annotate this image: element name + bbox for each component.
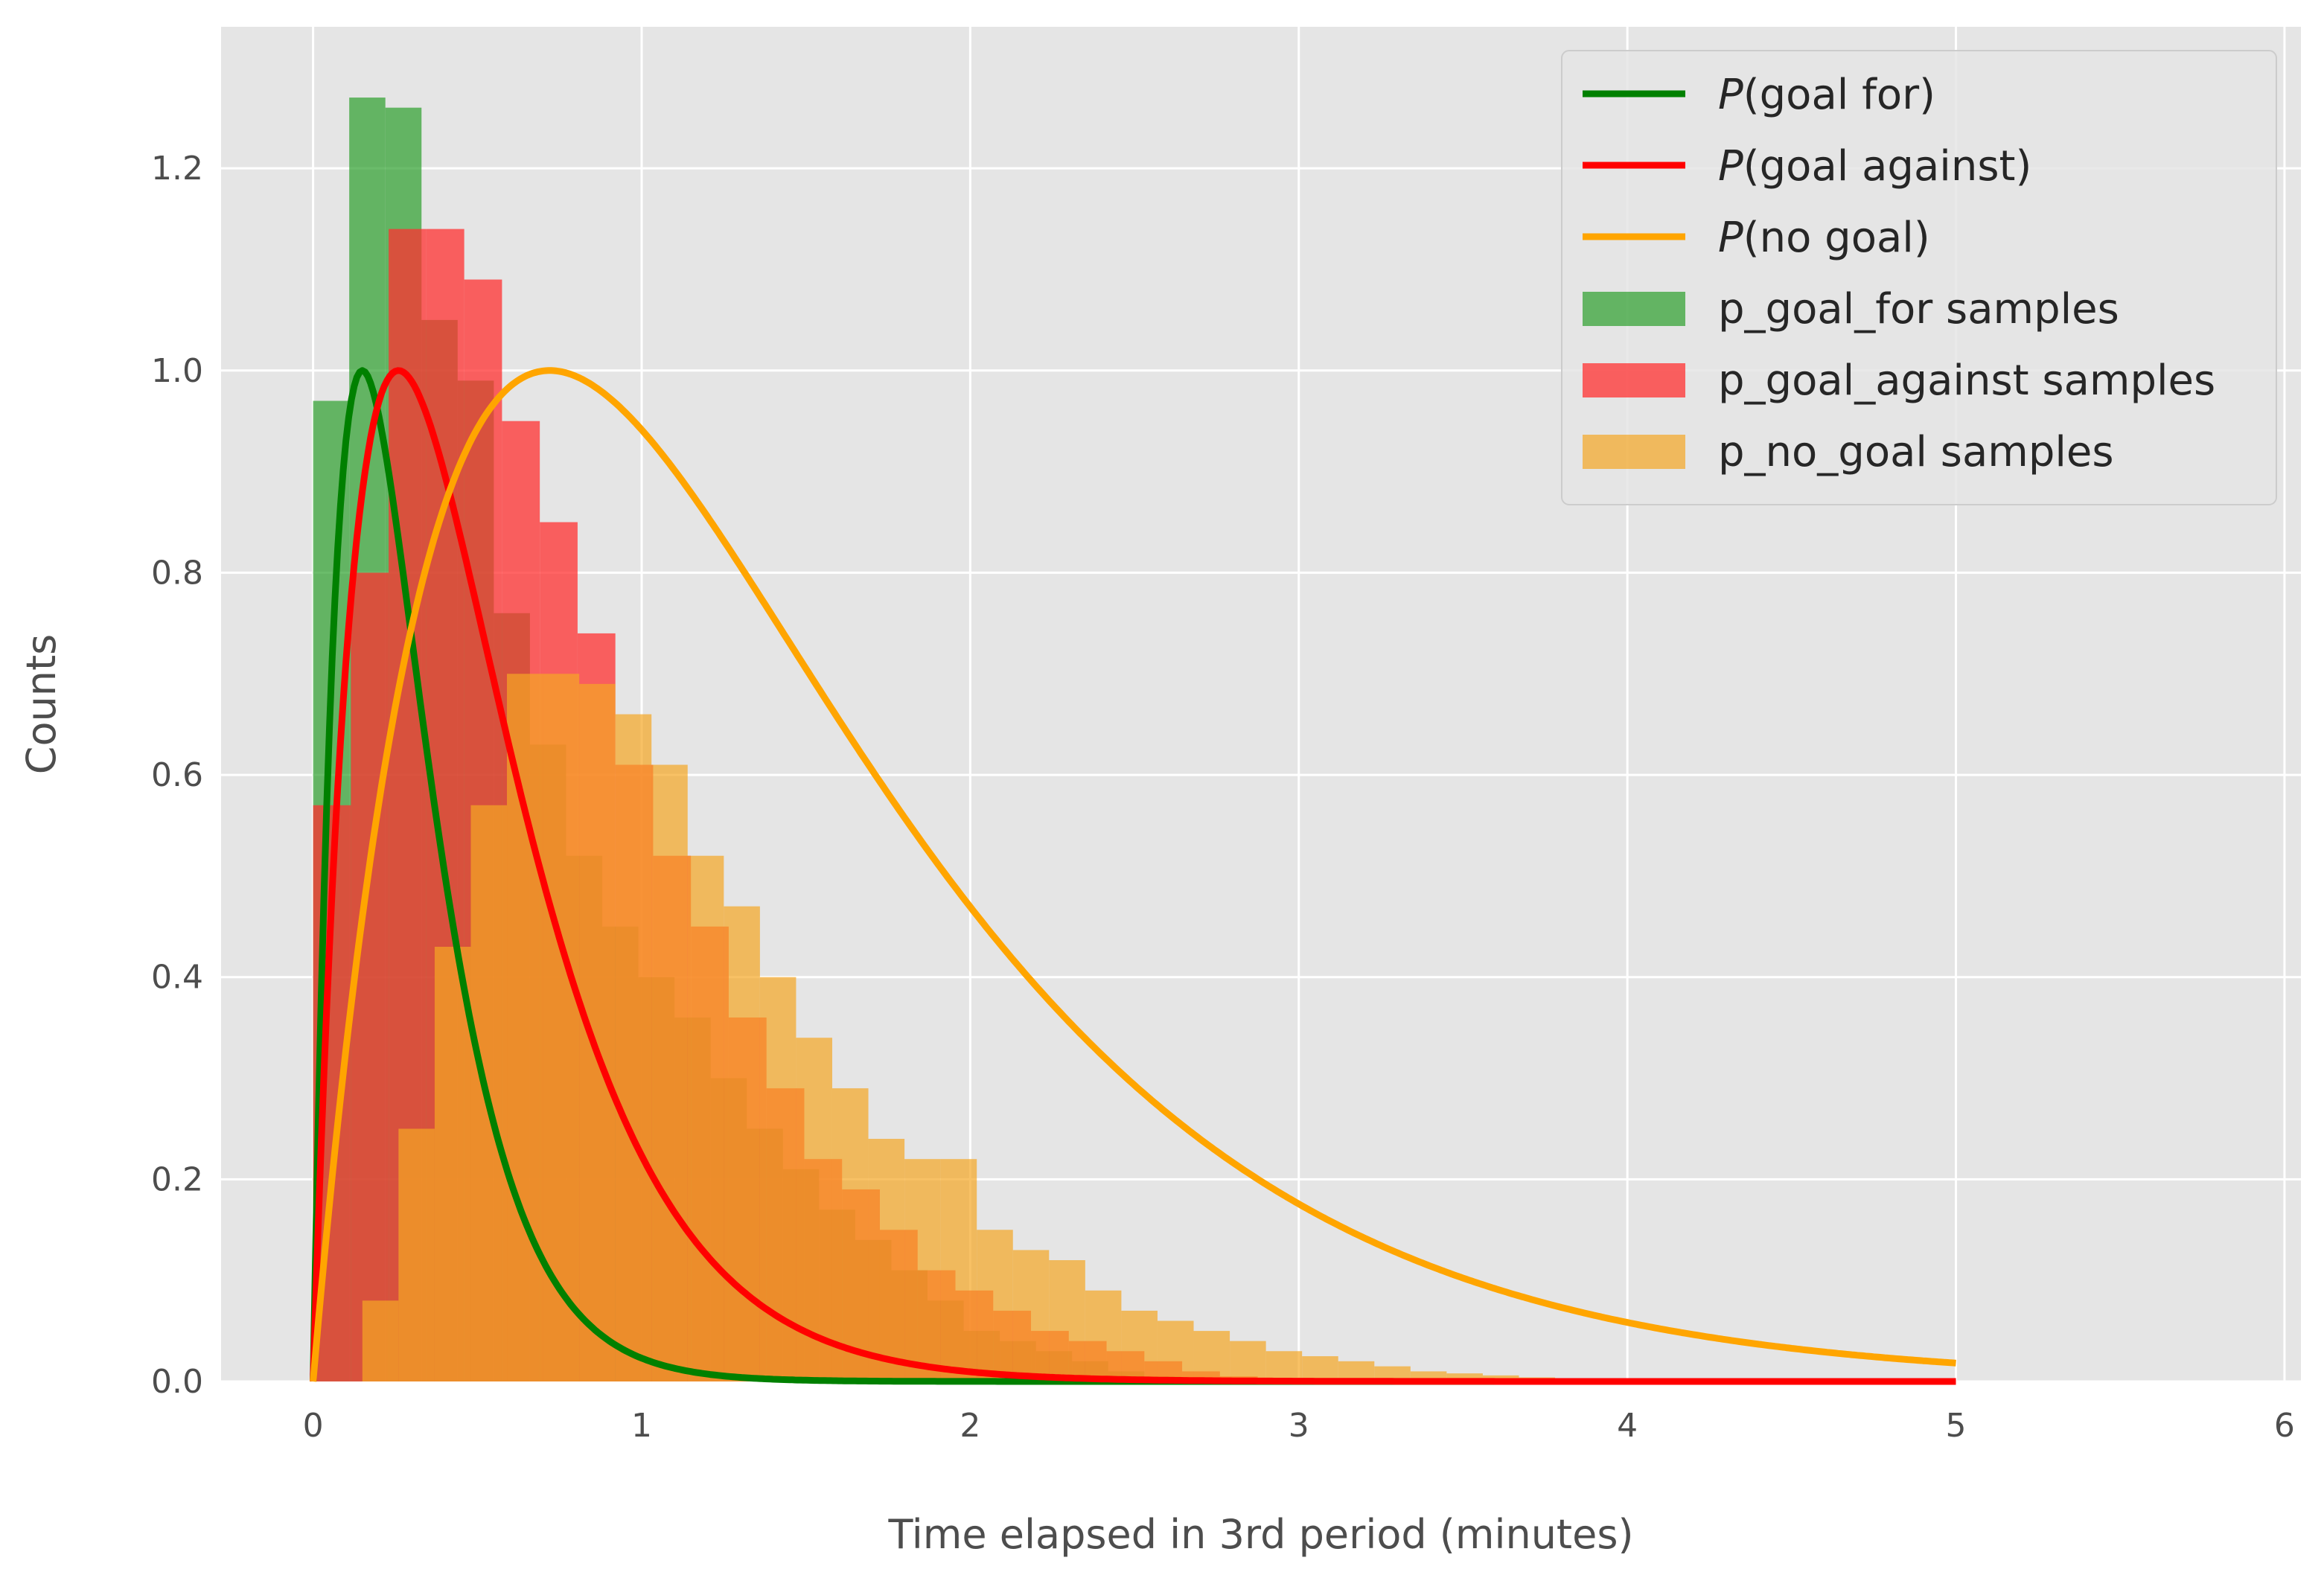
legend-label: p_no_goal samples [1718, 428, 2114, 476]
legend-swatch [1583, 363, 1685, 397]
x-tick-label: 6 [2274, 1407, 2295, 1445]
histogram-bar [1302, 1356, 1338, 1381]
histogram-bar [1265, 1351, 1303, 1381]
x-tick-label: 2 [960, 1407, 980, 1445]
curve-layer [310, 367, 1957, 1385]
histogram-bar [579, 683, 616, 1381]
histogram-2 [362, 674, 1628, 1381]
y-axis-ticks: 0.0 0.2 0.4 0.6 0.8 1.0 1.2 [151, 150, 203, 1401]
histogram-bar [651, 764, 688, 1381]
legend-label: P(goal for) [1718, 71, 1935, 119]
histogram-bar [362, 1300, 399, 1381]
legend: P(goal for) P(goal against) P(no goal) p_go… [1561, 50, 2277, 505]
y-tick-label: 0.4 [151, 959, 203, 997]
y-tick-label: 0.0 [151, 1363, 203, 1401]
legend-box [1561, 50, 2277, 505]
histogram-bar [1049, 1260, 1085, 1381]
histogram-bar [1374, 1366, 1411, 1381]
legend-swatch [1583, 435, 1685, 469]
histogram-bar [724, 906, 760, 1381]
curve-line [310, 367, 1957, 1385]
histogram-bar [1157, 1320, 1194, 1381]
x-axis-ticks: 0 1 2 3 4 5 6 [303, 1407, 2295, 1445]
histogram-bar [831, 1088, 869, 1381]
y-tick-label: 1.0 [151, 352, 203, 390]
curve-line [310, 367, 1957, 1382]
y-tick-label: 1.2 [151, 150, 203, 188]
legend-swatch [1583, 292, 1685, 326]
histogram-bar [398, 1128, 435, 1381]
histogram-bar [904, 1159, 941, 1381]
histogram-bar [507, 674, 543, 1381]
histogram-bar [1121, 1310, 1158, 1381]
histogram-bar [1085, 1290, 1122, 1381]
y-axis-label: Counts [18, 634, 65, 775]
legend-label: p_goal_for samples [1718, 285, 2119, 333]
histogram-bar [615, 714, 652, 1381]
x-tick-label: 5 [1946, 1407, 1967, 1445]
x-tick-label: 0 [303, 1407, 324, 1445]
legend-label: P(goal against) [1718, 142, 2031, 191]
histogram-bar [1230, 1341, 1266, 1381]
histogram-bar [1012, 1250, 1050, 1381]
histogram-layer [313, 98, 1628, 1382]
histogram-bar [796, 1038, 832, 1381]
x-tick-label: 3 [1289, 1407, 1309, 1445]
legend-label: p_goal_against samples [1718, 357, 2215, 405]
histogram-bar [434, 946, 471, 1381]
legend-label: P(no goal) [1718, 214, 1930, 262]
y-tick-label: 0.2 [151, 1160, 203, 1198]
histogram-bar [1446, 1373, 1483, 1381]
x-tick-label: 4 [1617, 1407, 1638, 1445]
histogram-bar [687, 855, 724, 1381]
histogram-bar [1193, 1331, 1230, 1381]
y-tick-label: 0.8 [151, 554, 203, 592]
x-axis-label: Time elapsed in 3rd period (minutes) [887, 1511, 1633, 1558]
y-tick-label: 0.6 [151, 756, 203, 794]
histogram-bar [977, 1230, 1013, 1381]
x-tick-label: 1 [631, 1407, 652, 1445]
histogram-bar [868, 1139, 905, 1381]
histogram-bar [543, 674, 580, 1381]
histogram-bar [940, 1159, 977, 1381]
